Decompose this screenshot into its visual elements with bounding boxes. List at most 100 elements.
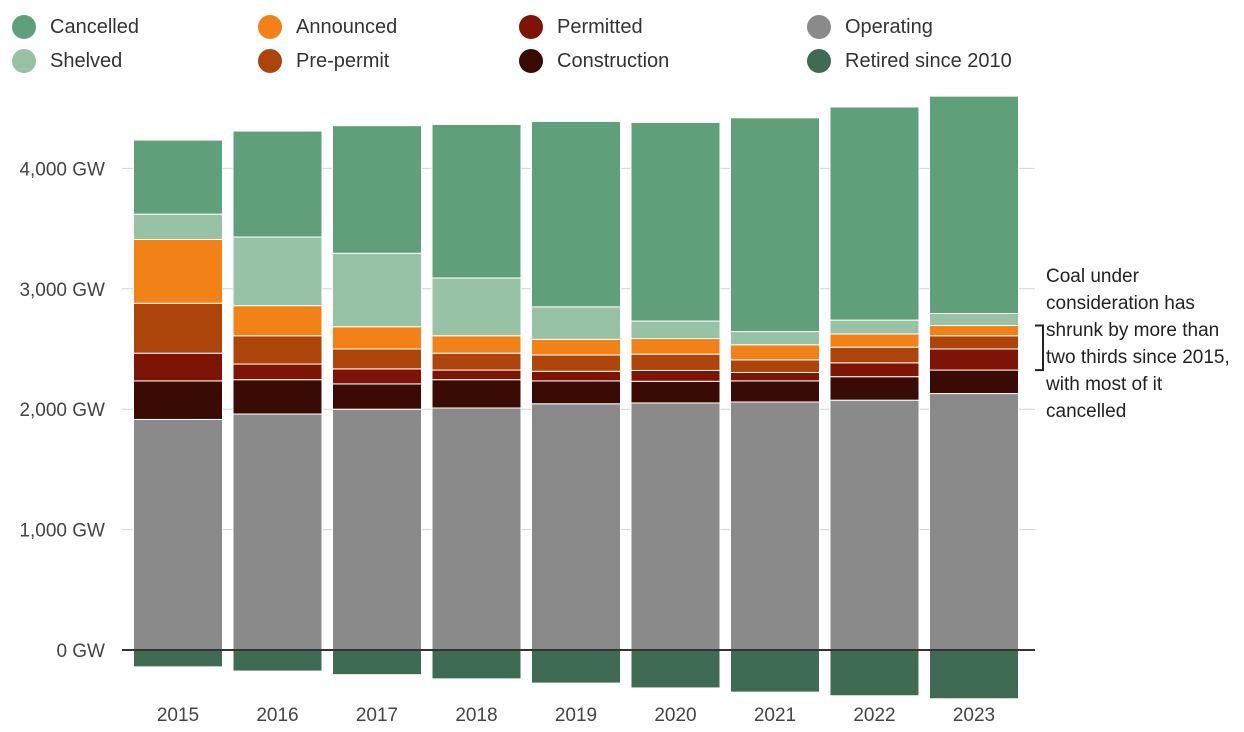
x-tick-label: 2022	[853, 705, 895, 726]
x-tick-label: 2018	[455, 705, 497, 726]
bar-segment	[531, 306, 621, 340]
bar-segment	[431, 352, 522, 371]
bar-segment	[730, 649, 820, 693]
bar-segment	[929, 95, 1019, 314]
bar-segment	[133, 238, 223, 304]
bar-segment	[730, 401, 820, 651]
bar-segment	[929, 649, 1019, 700]
legend-swatch	[807, 15, 831, 39]
bar-segment	[829, 106, 920, 321]
bar-segment	[929, 312, 1019, 327]
bar-segment	[531, 120, 621, 308]
bar-segment	[929, 325, 1019, 337]
legend-swatch	[12, 15, 36, 39]
bar-segment	[232, 305, 323, 337]
bar-segment	[431, 123, 522, 279]
y-tick-label: 4,000 GW	[19, 159, 105, 180]
bar-segment	[630, 380, 721, 404]
x-tick-label: 2023	[953, 705, 995, 726]
bar-segment	[133, 649, 223, 668]
bar-segment	[730, 331, 820, 346]
bar-segment	[431, 649, 522, 680]
bar-segment	[929, 335, 1019, 350]
legend-label: Operating	[845, 15, 933, 38]
legend-swatch	[258, 49, 282, 73]
legend-item: Operating	[807, 15, 933, 39]
bar-segment	[332, 252, 422, 328]
bar-segment	[730, 344, 820, 361]
y-tick-label: 0 GW	[56, 641, 105, 662]
bar-segment	[332, 326, 422, 350]
bar-segment	[531, 380, 621, 405]
legend-item: Construction	[519, 49, 669, 73]
legend-label: Cancelled	[50, 15, 139, 38]
bar-segment	[431, 369, 522, 381]
bar-segment	[829, 649, 920, 697]
bracket-line	[1035, 324, 1044, 372]
x-tick-label: 2016	[256, 705, 298, 726]
bar-segment	[531, 354, 621, 372]
bar-segment	[232, 130, 323, 238]
legend-label: Pre-permit	[296, 49, 390, 72]
y-tick-label: 2,000 GW	[19, 400, 105, 421]
legend-item: Pre-permit	[258, 49, 389, 73]
chart-annotation: Coal under consideration has shrunk by m…	[1046, 266, 1230, 422]
bar-segment	[133, 213, 223, 240]
bar-segment	[332, 348, 422, 370]
bar-segment	[730, 359, 820, 373]
legend-item: Announced	[258, 15, 397, 39]
bar-segment	[531, 649, 621, 684]
bar-segment	[531, 338, 621, 356]
legend-label: Construction	[557, 49, 670, 72]
bar-segment	[232, 413, 323, 651]
legend-label: Retired since 2010	[845, 49, 1012, 72]
bar-segment	[232, 335, 323, 365]
bar-segment	[431, 335, 522, 354]
x-tick-label: 2019	[555, 705, 597, 726]
legend-label: Permitted	[557, 15, 643, 38]
bar-segment	[431, 277, 522, 337]
bar-segment	[232, 236, 323, 307]
legend-swatch	[807, 49, 831, 73]
bar-segment	[133, 418, 223, 651]
bar-segment	[929, 348, 1019, 371]
legend-item: Shelved	[12, 49, 122, 73]
bar-segment	[829, 333, 920, 348]
bar-segment	[332, 649, 422, 676]
legend-swatch	[258, 15, 282, 39]
bar-segment	[332, 383, 422, 410]
legend-swatch	[519, 49, 543, 73]
bar-segment	[829, 319, 920, 335]
bar-segment	[332, 368, 422, 385]
legend-swatch	[519, 15, 543, 39]
chart-legend: Cancelled Shelved Announced Pre-permit Permi…	[0, 0, 1244, 80]
bar-segment	[332, 408, 422, 651]
legend-item: Retired since 2010	[807, 49, 1012, 73]
bar-segment	[630, 338, 721, 355]
bar-segment	[531, 370, 621, 382]
bar-segment	[431, 379, 522, 409]
bar-segment	[730, 117, 820, 333]
y-tick-label: 1,000 GW	[19, 521, 105, 542]
bar-segment	[630, 353, 721, 371]
bar-segment	[232, 363, 323, 381]
legend-item: Permitted	[519, 15, 643, 39]
bar-segment	[531, 403, 621, 651]
bar-segment	[730, 371, 820, 382]
legend-label: Announced	[296, 15, 398, 38]
bar-segment	[630, 121, 721, 322]
bar-segment	[133, 139, 223, 215]
bar-segment	[232, 649, 323, 672]
y-tick-label: 3,000 GW	[19, 280, 105, 301]
axes: 0 GW 1,000 GW 2,000 GW 3,000 GW 4,000 GW 2015…	[19, 159, 1035, 726]
bars	[133, 95, 1019, 700]
x-tick-label: 2015	[157, 705, 199, 726]
bar-segment	[630, 320, 721, 340]
x-tick-label: 2017	[356, 705, 398, 726]
bar-segment	[133, 352, 223, 382]
x-tick-label: 2021	[754, 705, 796, 726]
legend-label: Shelved	[50, 49, 123, 72]
bar-segment	[232, 379, 323, 415]
bar-segment	[630, 649, 721, 689]
